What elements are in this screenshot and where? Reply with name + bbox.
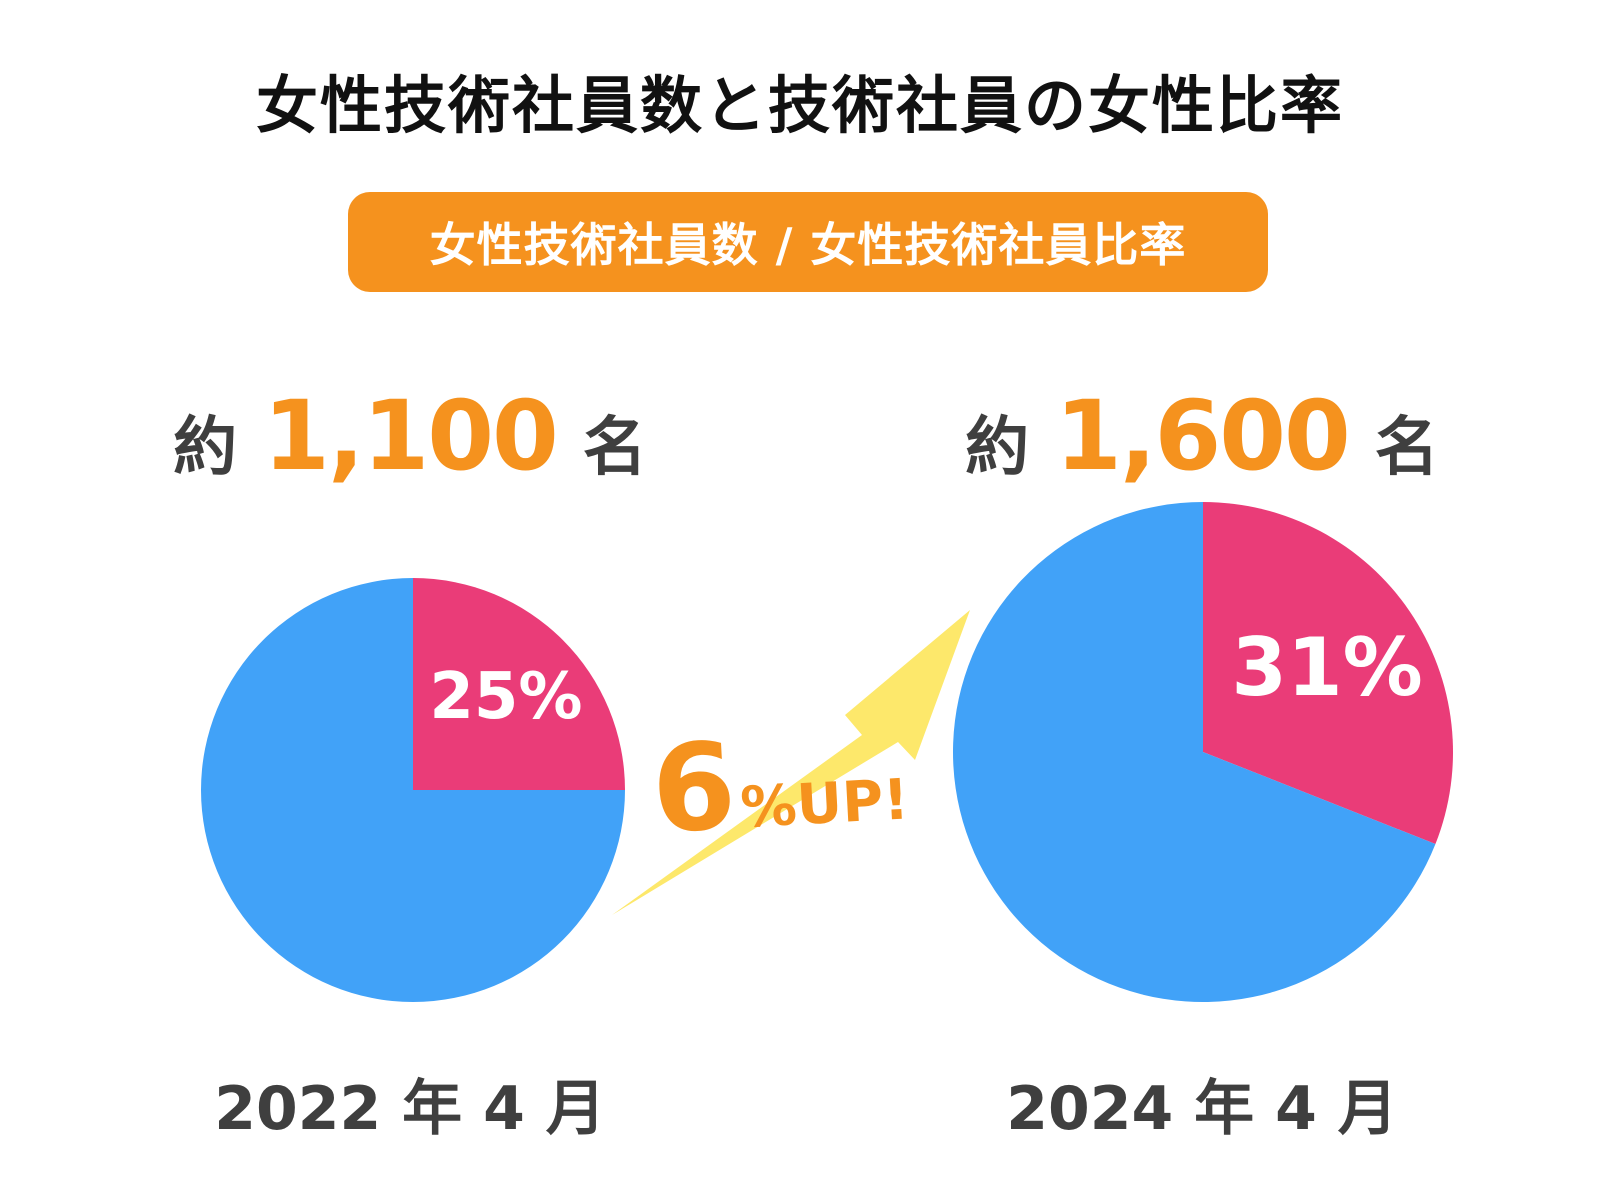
date-label-2022: 2022 年 4 月 [214,1074,606,1144]
pie-1-slice-0-label: 31% [1231,621,1422,714]
increase-number: 6 [648,717,740,861]
female-count-2022: 約 1,100 名 [150,380,670,492]
count-suffix: 名 [582,411,647,485]
chart-title: 女性技術社員数と技術社員の女性比率 [255,69,1344,142]
pie-0-slice-0 [413,578,625,790]
increase-suffix: %UP! [739,767,911,842]
count-value: 1,600 [1055,380,1351,492]
female-count-2024: 約 1,600 名 [942,380,1462,492]
count-suffix: 名 [1374,411,1439,485]
count-prefix: 約 [965,411,1030,485]
pie-1-slice-1 [953,502,1436,1003]
count-prefix: 約 [173,411,238,485]
pie-0-slice-0-label: 25% [429,660,582,734]
subtitle-badge: 女性技術社員数 / 女性技術社員比率 [348,192,1268,292]
arrow-shape [612,610,970,915]
count-value: 1,100 [263,380,559,492]
pie-layer: 25% 31% [201,502,1453,1003]
date-label-2024: 2024 年 4 月 [1006,1074,1398,1144]
increase-label: 6 %UP! [649,708,912,860]
increase-arrow [612,610,970,915]
pie-1-slice-0 [1203,502,1453,845]
pie-0-slice-1 [201,578,625,1002]
